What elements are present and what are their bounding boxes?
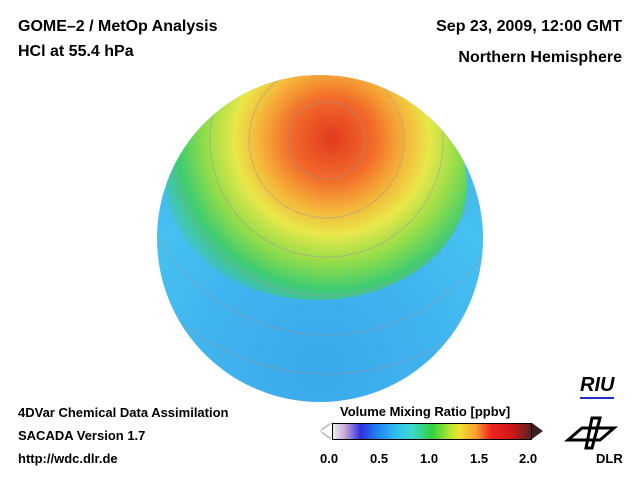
- colorbar-tick: 2.0: [519, 451, 538, 466]
- colorbar-min-arrow: [321, 423, 332, 439]
- region: Northern Hemisphere: [458, 49, 622, 66]
- graticule: [157, 75, 483, 402]
- riu-logo: RIU: [580, 374, 615, 399]
- globe-map: [157, 75, 483, 402]
- colorbar-title: Volume Mixing Ratio [ppbv]: [340, 404, 511, 419]
- footer-url: http://wdc.dlr.de: [18, 451, 118, 466]
- footer-line1: 4DVar Chemical Data Assimilation: [18, 405, 229, 420]
- colorbar-tick: 0.0: [320, 451, 339, 466]
- footer-line2: SACADA Version 1.7: [18, 428, 146, 443]
- colorbar-tick: 1.0: [420, 451, 439, 466]
- colorbar-max-arrow: [532, 423, 543, 439]
- datetime: Sep 23, 2009, 12:00 GMT: [436, 18, 622, 35]
- dlr-logo-text: DLR: [596, 451, 623, 466]
- dlr-logo-icon: [564, 416, 619, 450]
- colorbar: [332, 423, 532, 440]
- map-subtitle: HCl at 55.4 hPa: [18, 43, 134, 60]
- map-title: GOME–2 / MetOp Analysis: [18, 18, 218, 35]
- colorbar-tick: 0.5: [370, 451, 389, 466]
- colorbar-tick: 1.5: [470, 451, 489, 466]
